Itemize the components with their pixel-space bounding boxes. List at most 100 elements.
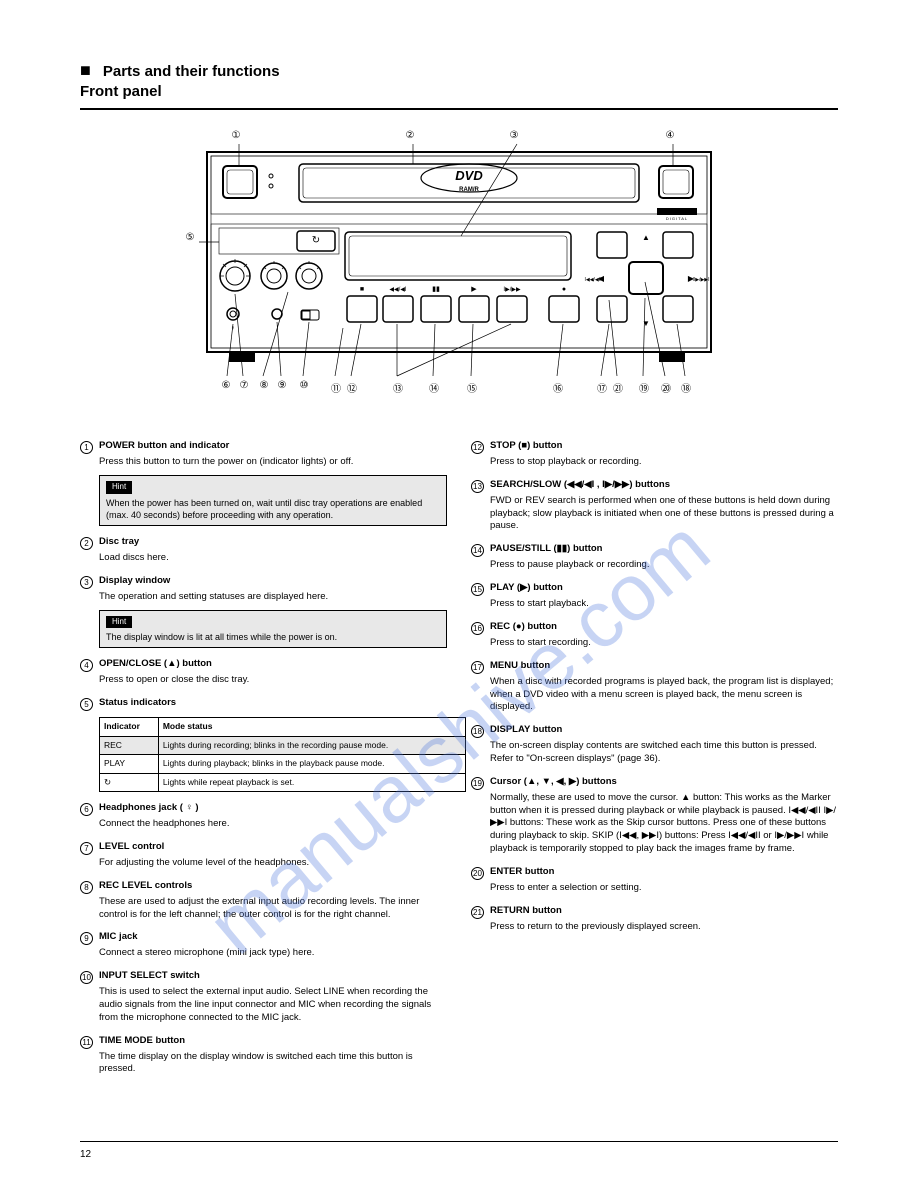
callout: ④	[663, 130, 677, 141]
item-number: 12	[471, 441, 484, 454]
callout: ⑰	[595, 380, 609, 395]
description-item: 1POWER button and indicatorPress this bu…	[80, 440, 447, 526]
description-item: 3Display windowThe operation and setting…	[80, 575, 447, 649]
callout: ㉑	[611, 380, 625, 395]
table-cell: PLAY	[100, 755, 159, 773]
callout: ⑨	[275, 380, 289, 391]
item-body: The operation and setting statuses are d…	[99, 591, 447, 604]
hint-text: The display window is lit at all times w…	[106, 631, 440, 643]
footer-rule	[80, 1141, 838, 1142]
item-title: INPUT SELECT switch	[99, 970, 200, 983]
item-title: DISPLAY button	[490, 724, 562, 737]
svg-text:DVD: DVD	[455, 168, 483, 183]
description-item: 5Status indicatorsIndicatorMode statusRE…	[80, 697, 447, 792]
callout: ⑩	[297, 380, 311, 391]
description-item: 13SEARCH/SLOW (◀◀/◀I , I▶/▶▶) buttonsFWD…	[471, 479, 838, 533]
description-item: 7LEVEL controlFor adjusting the volume l…	[80, 841, 447, 870]
item-number: 1	[80, 441, 93, 454]
description-item: 15 PLAY (▶) button Press to start playback…	[471, 582, 838, 611]
callout: ⑥	[219, 380, 233, 391]
item-title: MENU button	[490, 660, 550, 673]
callout: ⑭	[427, 380, 441, 395]
description-item: 18DISPLAY buttonThe on-screen display co…	[471, 724, 838, 766]
item-title: Display window	[99, 575, 170, 588]
item-body: FWD or REV search is performed when one …	[490, 495, 838, 533]
item-body: Load discs here.	[99, 552, 447, 565]
item-title: REC (●) button	[490, 621, 557, 634]
item-body: The time display on the display window i…	[99, 1051, 447, 1077]
svg-text:RAM/R: RAM/R	[459, 187, 479, 193]
page-title: Parts and their functions	[103, 63, 280, 80]
hint-text: When the power has been turned on, wait …	[106, 497, 440, 521]
item-number: 17	[471, 661, 484, 674]
item-title: MIC jack	[99, 931, 138, 944]
item-number: 8	[80, 881, 93, 894]
item-title: RETURN button	[490, 905, 562, 918]
item-title: PLAY (▶) button	[490, 582, 563, 595]
item-number: 5	[80, 698, 93, 711]
item-number: 19	[471, 777, 484, 790]
page-subtitle: Front panel	[80, 83, 838, 100]
hint-box: HintWhen the power has been turned on, w…	[99, 475, 447, 526]
hint-box: Hint The display window is lit at all tim…	[99, 610, 447, 649]
item-title: Headphones jack ( ♀ )	[99, 802, 199, 815]
description-item: 2Disc trayLoad discs here.	[80, 536, 447, 565]
item-number: 15	[471, 583, 484, 596]
description-item: 8REC LEVEL controlsThese are used to adj…	[80, 880, 447, 922]
front-panel-diagram: DVD RAM/R DIGITAL ↻	[189, 128, 729, 428]
page-number: 12	[80, 1149, 91, 1160]
svg-text:▲: ▲	[642, 233, 650, 242]
item-body: Press to start playback.	[490, 598, 838, 611]
description-item: 20ENTER buttonPress to enter a selection…	[471, 866, 838, 895]
callout: ⑮	[465, 380, 479, 395]
svg-text:DIGITAL: DIGITAL	[666, 216, 688, 221]
item-body: These are used to adjust the external in…	[99, 896, 447, 922]
svg-text:I◀◀/◀II: I◀◀/◀II	[584, 277, 601, 283]
description-columns: 1POWER button and indicatorPress this bu…	[80, 440, 838, 1086]
callout: ①	[229, 130, 243, 141]
table-cell: Lights during recording; blinks in the r…	[158, 736, 465, 754]
callout: ⑱	[679, 380, 693, 395]
description-item: 14PAUSE/STILL (▮▮) buttonPress to pause …	[471, 543, 838, 572]
svg-text:▶: ▶	[471, 286, 477, 293]
description-item: 9MIC jackConnect a stereo microphone (mi…	[80, 931, 447, 960]
svg-text:■: ■	[360, 286, 364, 293]
header-icon: ■	[80, 60, 91, 81]
description-item: 19Cursor (▲, ▼, ◀, ▶) buttonsNormally, t…	[471, 776, 838, 856]
description-item: 17MENU buttonWhen a disc with recorded p…	[471, 660, 838, 714]
hint-label: Hint	[106, 616, 132, 629]
callout: ②	[403, 130, 417, 141]
callout: ⑲	[637, 380, 651, 395]
item-number: 11	[80, 1036, 93, 1049]
item-title: OPEN/CLOSE (▲) button	[99, 658, 212, 671]
item-number: 10	[80, 971, 93, 984]
callout: ⑫	[345, 380, 359, 395]
callout: ⑤	[183, 232, 197, 243]
svg-text:↻: ↻	[312, 235, 320, 246]
item-title: POWER button and indicator	[99, 440, 229, 453]
description-item: 16REC (●) buttonPress to start recording…	[471, 621, 838, 650]
item-title: STOP (■) button	[490, 440, 562, 453]
callout: ⑪	[329, 380, 343, 395]
svg-text:II▶/▶▶I: II▶/▶▶I	[692, 277, 709, 283]
description-item: 12STOP (■) buttonPress to stop playback …	[471, 440, 838, 469]
item-number: 7	[80, 842, 93, 855]
status-table: IndicatorMode statusRECLights during rec…	[99, 717, 466, 792]
svg-text:◀◀/◀I: ◀◀/◀I	[389, 287, 407, 293]
item-number: 2	[80, 537, 93, 550]
svg-text:●: ●	[562, 286, 566, 293]
description-item: 21RETURN buttonPress to return to the pr…	[471, 905, 838, 934]
item-body: Connect a stereo microphone (mini jack t…	[99, 947, 447, 960]
item-body: Press to return to the previously displa…	[490, 921, 838, 934]
callout: ⑯	[551, 380, 565, 395]
item-body: Press to pause playback or recording.	[490, 559, 838, 572]
header-rule	[80, 108, 838, 110]
right-column: 12STOP (■) buttonPress to stop playback …	[471, 440, 838, 1086]
item-title: PAUSE/STILL (▮▮) button	[490, 543, 602, 556]
callout: ③	[507, 130, 521, 141]
item-number: 4	[80, 659, 93, 672]
item-body: The on-screen display contents are switc…	[490, 740, 838, 766]
callout: ⑬	[391, 380, 405, 395]
item-body: Normally, these are used to move the cur…	[490, 792, 838, 856]
left-column: 1POWER button and indicatorPress this bu…	[80, 440, 447, 1086]
